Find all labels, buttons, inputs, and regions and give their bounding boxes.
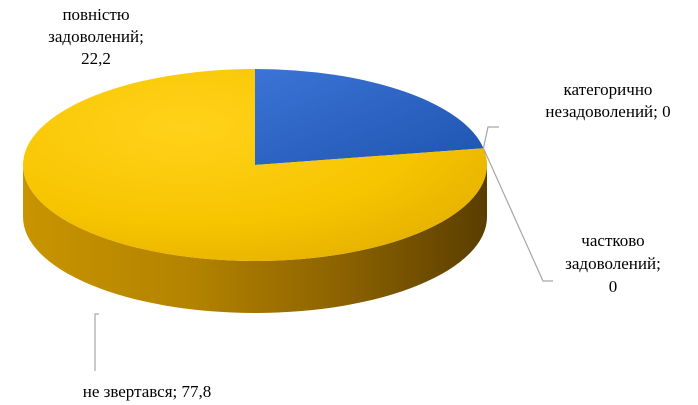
pie-slice-3 <box>255 69 484 165</box>
leader-lines-group <box>94 126 553 371</box>
leader-line-2 <box>482 147 553 282</box>
leader-line-1 <box>482 126 499 149</box>
data-label-3-line-2: задоволений; <box>48 27 144 46</box>
data-label-2-line-2: задоволений; <box>565 254 661 273</box>
data-label-1-line-1: категорично <box>564 80 653 99</box>
pie-top-group <box>23 69 487 261</box>
pie-side-rim <box>23 165 487 313</box>
data-label-1: категорично незадоволений; 0 <box>545 80 670 121</box>
pie-slice-4 <box>23 69 487 261</box>
data-label-2-line-1: частково <box>581 231 644 250</box>
data-label-2-line-3: 0 <box>609 277 618 296</box>
data-label-3-line-1: повністю <box>62 5 129 24</box>
data-labels-group: повністю задоволений; 22,2 категорично незад… <box>48 5 670 401</box>
data-label-4-line-1: не звертався; 77,8 <box>83 382 212 401</box>
data-label-3-line-3: 22,2 <box>81 49 111 68</box>
pie-side-group <box>23 165 487 313</box>
data-label-1-line-2: незадоволений; 0 <box>545 102 670 121</box>
leader-line-3 <box>94 313 99 371</box>
data-label-4: не звертався; 77,8 <box>83 382 212 401</box>
data-label-2: частково задоволений; 0 <box>565 231 661 296</box>
data-label-3: повністю задоволений; 22,2 <box>48 5 144 68</box>
